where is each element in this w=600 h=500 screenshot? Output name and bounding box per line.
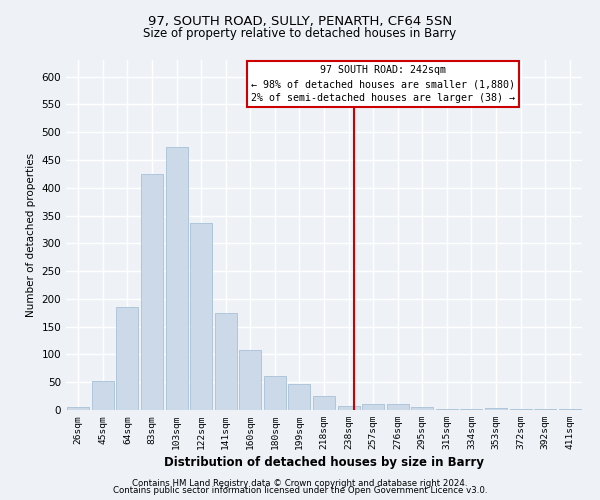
Text: 97 SOUTH ROAD: 242sqm
← 98% of detached houses are smaller (1,880)
2% of semi-de: 97 SOUTH ROAD: 242sqm ← 98% of detached … bbox=[251, 66, 515, 104]
Text: Contains public sector information licensed under the Open Government Licence v3: Contains public sector information licen… bbox=[113, 486, 487, 495]
Bar bbox=[509, 409, 532, 410]
X-axis label: Distribution of detached houses by size in Barry: Distribution of detached houses by size … bbox=[164, 456, 484, 469]
Bar bbox=[362, 404, 384, 410]
Bar bbox=[338, 406, 359, 410]
Bar bbox=[485, 408, 507, 410]
Bar bbox=[313, 396, 335, 410]
Bar bbox=[141, 174, 163, 410]
Bar bbox=[190, 223, 212, 410]
Bar bbox=[215, 314, 237, 410]
Y-axis label: Number of detached properties: Number of detached properties bbox=[26, 153, 36, 317]
Bar bbox=[116, 306, 139, 410]
Bar bbox=[166, 147, 188, 410]
Bar bbox=[264, 376, 286, 410]
Bar bbox=[411, 407, 433, 410]
Bar bbox=[67, 407, 89, 410]
Bar bbox=[436, 409, 458, 410]
Bar bbox=[386, 404, 409, 410]
Text: 97, SOUTH ROAD, SULLY, PENARTH, CF64 5SN: 97, SOUTH ROAD, SULLY, PENARTH, CF64 5SN bbox=[148, 15, 452, 28]
Text: Contains HM Land Registry data © Crown copyright and database right 2024.: Contains HM Land Registry data © Crown c… bbox=[132, 478, 468, 488]
Bar bbox=[239, 350, 262, 410]
Bar bbox=[92, 381, 114, 410]
Bar bbox=[289, 384, 310, 410]
Text: Size of property relative to detached houses in Barry: Size of property relative to detached ho… bbox=[143, 28, 457, 40]
